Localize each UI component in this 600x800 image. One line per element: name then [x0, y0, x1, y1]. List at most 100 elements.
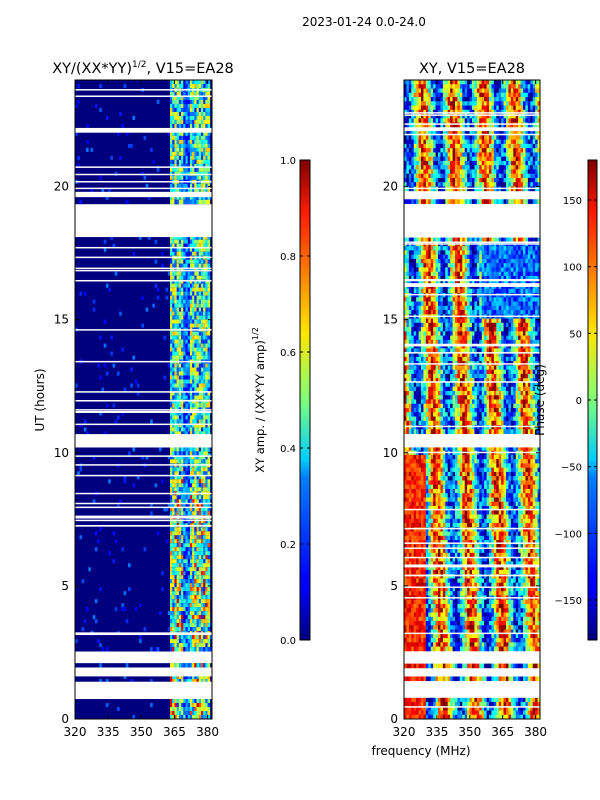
heatmap-cell	[430, 84, 434, 89]
heatmap-cell	[132, 251, 136, 257]
heatmap-cell	[185, 371, 189, 376]
heatmap-cell	[537, 92, 541, 98]
heatmap-cell	[207, 639, 211, 644]
heatmap-cell	[501, 280, 504, 285]
heatmap-cell	[447, 254, 451, 260]
heatmap-cell	[189, 507, 193, 512]
heatmap-cell	[194, 531, 197, 536]
heatmap-cell	[189, 567, 193, 572]
heatmap-cell	[192, 475, 195, 480]
heatmap-cell	[513, 109, 517, 115]
heatmap-cell	[185, 279, 189, 285]
heatmap-cell	[416, 275, 419, 281]
heatmap-cell	[513, 165, 517, 170]
heatmap-cell	[513, 92, 517, 98]
heatmap-cell	[170, 131, 173, 137]
heatmap-row	[75, 251, 212, 257]
heatmap-cell	[99, 663, 102, 668]
heatmap-cell	[200, 175, 204, 181]
heatmap-cell	[535, 97, 538, 102]
heatmap-cell	[205, 163, 208, 169]
heatmap-cell	[532, 88, 536, 94]
heatmap-cell	[172, 539, 175, 544]
heatmap-cell	[508, 152, 512, 158]
heatmap-cell	[481, 182, 485, 187]
heatmap-cell	[189, 423, 193, 428]
heatmap-cell	[192, 247, 195, 253]
heatmap-cell	[178, 187, 182, 193]
heatmap-cell	[187, 579, 191, 584]
heatmap-cell	[532, 199, 536, 204]
heatmap-cell	[200, 167, 204, 173]
heatmap-cell	[464, 258, 468, 264]
heatmap-cell	[181, 503, 184, 508]
heatmap-cell	[198, 639, 202, 644]
heatmap-cell	[508, 160, 512, 166]
heatmap-cell	[178, 251, 182, 257]
heatmap-cell	[178, 135, 182, 141]
heatmap-cell	[194, 591, 197, 596]
heatmap-cell	[189, 155, 193, 161]
heatmap-cell	[467, 97, 470, 102]
heatmap-cell	[110, 235, 113, 241]
heatmap-cell	[404, 135, 407, 141]
heatmap-cell	[99, 175, 102, 181]
heatmap-cell	[506, 148, 509, 153]
heatmap-cell	[411, 92, 415, 98]
heatmap-cell	[170, 399, 173, 404]
heatmap-cell	[496, 97, 500, 102]
heatmap-cell	[194, 155, 197, 161]
heatmap-cell	[178, 475, 182, 480]
heatmap-cell	[183, 587, 186, 592]
heatmap-cell	[192, 199, 195, 205]
heatmap-cell	[435, 258, 439, 264]
heatmap-cell	[493, 275, 497, 281]
heatmap-cell	[174, 679, 178, 684]
heatmap-cell	[189, 107, 193, 113]
heatmap-cell	[200, 507, 204, 512]
heatmap-cell	[474, 177, 478, 183]
heatmap-cell	[77, 99, 80, 105]
heatmap-cell	[178, 579, 182, 584]
heatmap-cell	[520, 143, 524, 149]
heatmap-cell	[493, 143, 497, 149]
heatmap-cell	[438, 92, 441, 98]
heatmap-cell	[170, 111, 173, 117]
heatmap-cell	[181, 275, 184, 281]
heatmap-cell	[181, 699, 184, 704]
heatmap-cell	[406, 105, 410, 111]
heatmap-cell	[430, 169, 434, 175]
heatmap-cell	[207, 107, 211, 113]
heatmap-cell	[181, 91, 184, 97]
heatmap-cell	[523, 165, 526, 170]
heatmap-cell	[178, 663, 182, 668]
heatmap-cell	[423, 101, 427, 106]
heatmap-cell	[416, 80, 419, 85]
heatmap-cell	[194, 259, 197, 265]
heatmap-cell	[416, 143, 419, 149]
heatmap-cell	[457, 118, 461, 123]
heatmap-cell	[147, 235, 151, 241]
heatmap-cell	[523, 101, 526, 106]
heatmap-cell	[181, 391, 184, 396]
colorbar-tick-label: 0.0	[280, 636, 296, 647]
heatmap-cell	[176, 571, 180, 576]
heatmap-cell	[510, 160, 514, 166]
heatmap-cell	[476, 169, 480, 175]
heatmap-cell	[176, 167, 180, 173]
heatmap-cell	[192, 91, 195, 97]
left-colorbar-ticks: 0.00.20.40.60.81.0	[280, 156, 310, 647]
heatmap-cell	[174, 411, 178, 416]
heatmap-cell	[187, 99, 191, 105]
heatmap-cell	[469, 263, 473, 268]
heatmap-cell	[501, 173, 504, 179]
heatmap-cell	[530, 160, 534, 166]
heatmap-cell	[132, 715, 136, 720]
heatmap-cell	[445, 182, 449, 187]
heatmap-cell	[508, 246, 512, 251]
heatmap-cell	[203, 511, 206, 516]
heatmap-cell	[187, 135, 191, 141]
heatmap-cell	[537, 105, 541, 111]
heatmap-cell	[484, 199, 487, 204]
heatmap-cell	[472, 250, 475, 256]
